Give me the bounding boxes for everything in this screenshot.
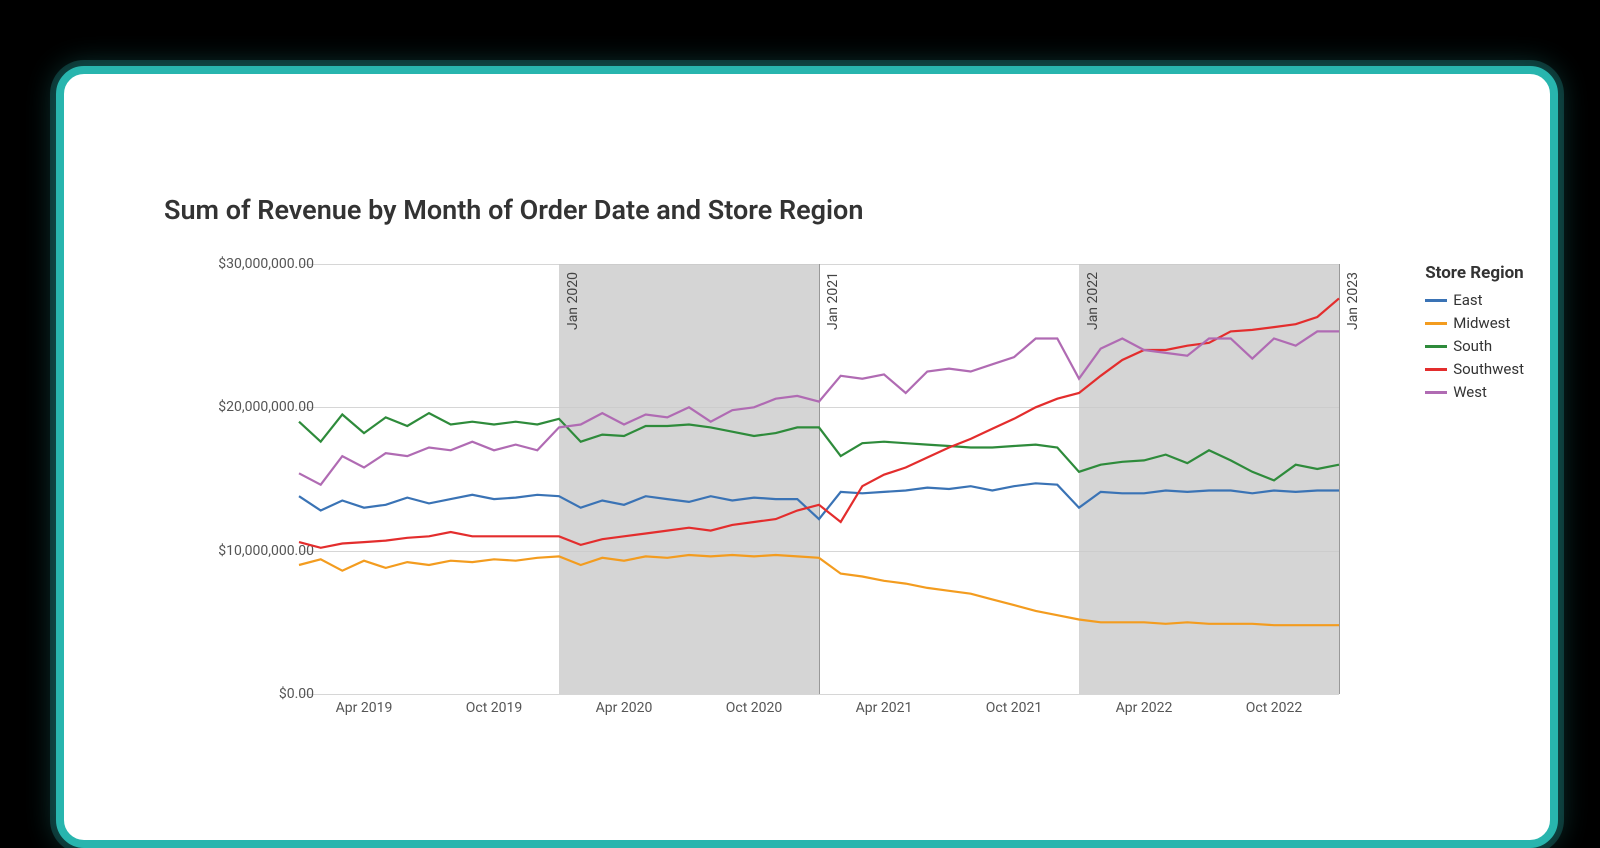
gridline	[299, 694, 1339, 695]
x-axis-tick-label: Apr 2019	[336, 700, 393, 716]
legend-label: South	[1453, 336, 1492, 357]
legend-title: Store Region	[1425, 262, 1524, 286]
plot-area: Jan 2020Jan 2022Jan 2021Jan 2023	[299, 264, 1339, 694]
series-line-east	[299, 483, 1339, 519]
x-axis-tick-label: Oct 2020	[726, 700, 783, 716]
x-axis-tick-label: Oct 2021	[986, 700, 1043, 716]
x-axis-tick-label: Apr 2022	[1116, 700, 1173, 716]
y-axis-tick-label: $0.00	[184, 686, 314, 702]
legend-swatch	[1425, 345, 1447, 348]
legend-label: West	[1453, 382, 1487, 403]
chart-card: Sum of Revenue by Month of Order Date an…	[56, 66, 1558, 848]
y-axis-tick-label: $20,000,000.00	[184, 399, 314, 415]
x-axis-tick-label: Oct 2019	[466, 700, 523, 716]
legend-item-east[interactable]: East	[1425, 290, 1524, 311]
legend: Store Region EastMidwestSouthSouthwestWe…	[1425, 262, 1524, 405]
legend-swatch	[1425, 391, 1447, 394]
x-axis-tick-label: Apr 2021	[856, 700, 913, 716]
legend-label: Southwest	[1453, 359, 1524, 380]
legend-label: Midwest	[1453, 313, 1510, 334]
legend-swatch	[1425, 299, 1447, 302]
series-line-south	[299, 413, 1339, 480]
y-axis-tick-label: $30,000,000.00	[184, 256, 314, 272]
legend-swatch	[1425, 368, 1447, 371]
y-axis-tick-label: $10,000,000.00	[184, 543, 314, 559]
legend-item-south[interactable]: South	[1425, 336, 1524, 357]
legend-label: East	[1453, 290, 1482, 311]
chart-area: $0.00$10,000,000.00$20,000,000.00$30,000…	[164, 264, 1364, 764]
legend-swatch	[1425, 322, 1447, 325]
legend-item-midwest[interactable]: Midwest	[1425, 313, 1524, 334]
series-line-midwest	[299, 555, 1339, 625]
legend-item-southwest[interactable]: Southwest	[1425, 359, 1524, 380]
year-divider	[1339, 264, 1340, 694]
x-axis-tick-label: Apr 2020	[596, 700, 653, 716]
year-divider-label: Jan 2023	[1345, 272, 1361, 330]
chart-title: Sum of Revenue by Month of Order Date an…	[164, 194, 863, 226]
x-axis-tick-label: Oct 2022	[1246, 700, 1303, 716]
line-chart-svg	[299, 264, 1339, 694]
legend-item-west[interactable]: West	[1425, 382, 1524, 403]
